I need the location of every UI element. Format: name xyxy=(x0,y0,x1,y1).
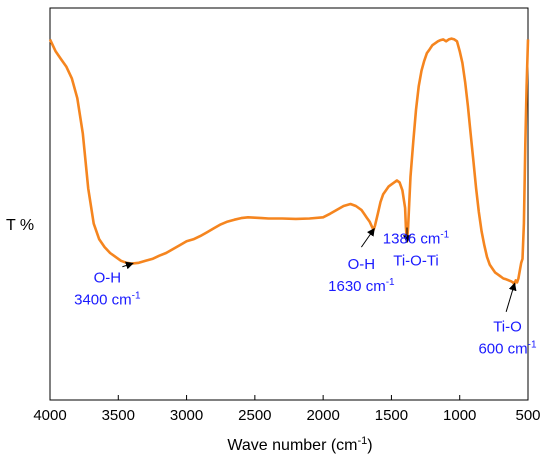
transmittance-series-line xyxy=(48,37,530,286)
annotation-arrow xyxy=(122,261,134,270)
annotation-label: 600 cm-1 xyxy=(478,340,537,358)
y-axis-title: T % xyxy=(6,217,34,234)
x-tick-label: 1500 xyxy=(375,407,408,424)
peak-annotation: O-H 1630 cm-1 xyxy=(328,227,395,295)
plot-frame xyxy=(49,7,529,401)
annotation-label: 1386 cm-1 xyxy=(383,229,450,247)
x-tick-label: 2500 xyxy=(238,407,271,424)
annotation-label: 1630 cm-1 xyxy=(328,277,395,295)
x-tick-label: 1000 xyxy=(443,407,476,424)
annotation-arrow xyxy=(505,282,517,312)
x-tick-label: 4000 xyxy=(33,407,66,424)
annotation-label: O-H xyxy=(94,270,122,287)
x-tick-label: 3500 xyxy=(102,407,135,424)
annotation-label: O-H xyxy=(348,256,376,273)
x-tick-label: 500 xyxy=(515,407,540,424)
x-tick-label: 2000 xyxy=(306,407,339,424)
peak-annotation: 1386 cm-1 Ti-O-Ti xyxy=(383,227,450,269)
annotation-arrow xyxy=(360,227,375,248)
annotation-label: Ti-O-Ti xyxy=(393,252,439,269)
annotation-label: 3400 cm-1 xyxy=(74,291,141,309)
x-tick-label: 3000 xyxy=(170,407,203,424)
peak-annotation: Ti-O 600 cm-1 xyxy=(478,282,537,358)
x-axis-title: Wave number (cm-1) xyxy=(227,435,372,454)
peak-annotation: O-H 3400 cm-1 xyxy=(74,261,141,309)
annotation-label: Ti-O xyxy=(493,319,522,336)
